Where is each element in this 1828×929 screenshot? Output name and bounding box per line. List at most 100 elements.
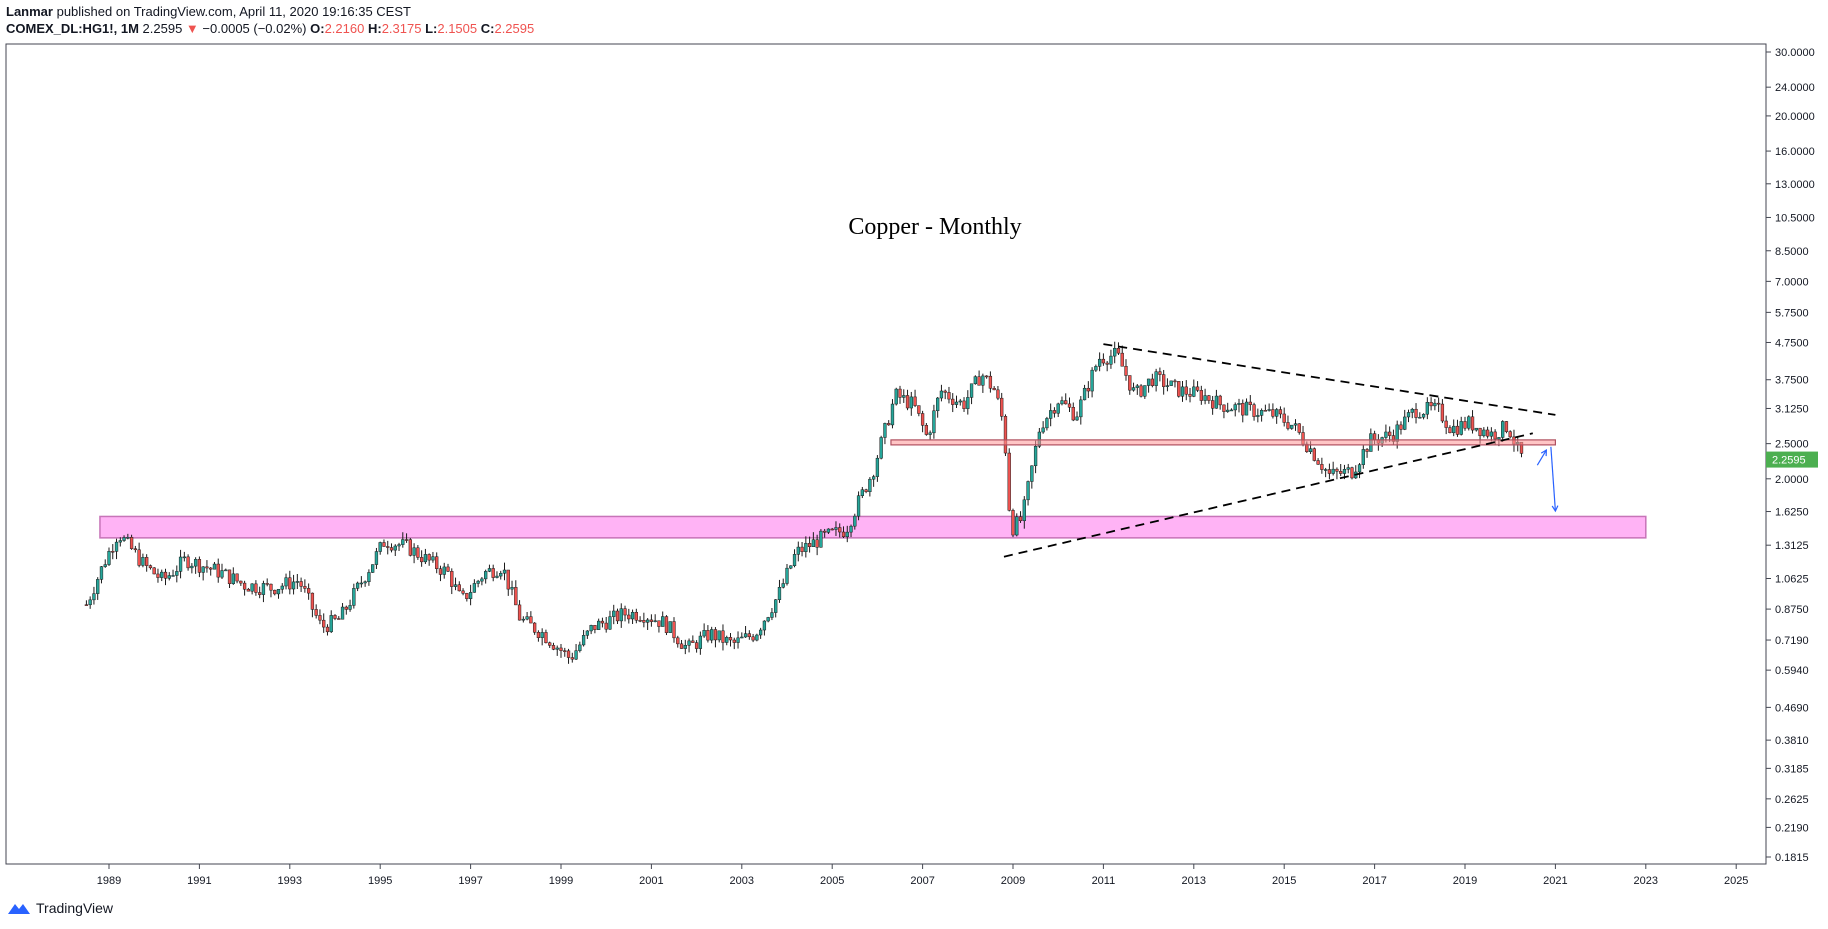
- candle-body: [386, 546, 390, 548]
- x-tick-label: 2001: [639, 875, 663, 887]
- candle-body: [936, 397, 940, 412]
- x-tick-label: 2011: [1092, 875, 1116, 887]
- candle-body: [340, 606, 345, 620]
- candle-body: [1026, 481, 1030, 501]
- x-tick-label: 2005: [820, 875, 844, 887]
- candle-body: [898, 388, 902, 398]
- candle-body: [612, 610, 616, 617]
- candle-body: [932, 410, 936, 434]
- candle-body: [1395, 424, 1399, 442]
- candle-body: [1320, 464, 1324, 470]
- candle-body: [1467, 416, 1471, 429]
- candle-body: [811, 539, 816, 547]
- candle-body: [1192, 386, 1196, 397]
- candle-body: [122, 537, 126, 541]
- footer-brand[interactable]: TradingView: [6, 900, 113, 916]
- projection-arrow[interactable]: [1536, 449, 1547, 466]
- candle-body: [789, 565, 793, 569]
- candle-body: [1229, 409, 1234, 412]
- candle-body: [242, 582, 247, 590]
- candle-body: [939, 390, 944, 399]
- candle-body: [1060, 400, 1064, 405]
- candle-body: [1165, 385, 1170, 387]
- resistance-zone[interactable]: [890, 439, 1557, 446]
- candle-body: [555, 647, 559, 650]
- candle-body: [1037, 431, 1042, 447]
- candle-body: [404, 539, 409, 541]
- x-tick-label: 1997: [458, 875, 482, 887]
- trendline[interactable]: [1103, 343, 1556, 416]
- candle-body: [1323, 469, 1328, 471]
- candle-body: [1056, 403, 1060, 414]
- candle-body: [1079, 399, 1083, 418]
- y-tick-label: 0.8750: [1775, 604, 1809, 616]
- candle-body: [642, 620, 646, 623]
- projection-arrow[interactable]: [1550, 446, 1556, 512]
- candle-body: [1452, 425, 1456, 434]
- y-tick-label: 0.7190: [1775, 635, 1809, 647]
- candle-body: [536, 632, 541, 638]
- candle-body: [676, 637, 680, 645]
- y-tick-label: 16.0000: [1775, 146, 1815, 158]
- candle-body: [781, 583, 785, 588]
- y-tick-label: 0.5940: [1775, 665, 1809, 677]
- candle-body: [830, 528, 834, 531]
- candle-body: [585, 630, 590, 636]
- candle-body: [683, 645, 687, 649]
- candle-body: [924, 425, 929, 435]
- candle-body: [1470, 416, 1475, 431]
- candle-body: [1361, 449, 1365, 465]
- candle-body: [597, 620, 601, 630]
- candle-body: [815, 539, 819, 548]
- y-tick-label: 8.5000: [1775, 246, 1809, 258]
- candle-body: [201, 566, 205, 573]
- candle-body: [958, 400, 962, 403]
- y-tick-label: 5.7500: [1775, 307, 1809, 319]
- candle-body: [209, 567, 213, 570]
- candle-body: [246, 588, 251, 592]
- support-zone[interactable]: [99, 515, 1647, 539]
- change-down-icon: ▼: [185, 21, 199, 36]
- candle-body: [755, 634, 759, 641]
- candle-body: [774, 599, 778, 613]
- x-tick-label: 2007: [910, 875, 934, 887]
- candle-body: [593, 625, 597, 630]
- candle-body: [499, 572, 503, 577]
- candle-body: [770, 612, 774, 618]
- candle-body: [834, 527, 838, 530]
- last-price-tag-label: 2.2595: [1772, 455, 1806, 467]
- candle-body: [1120, 352, 1124, 367]
- candle-body: [1052, 410, 1057, 414]
- candle-body: [1128, 375, 1132, 391]
- candle-body: [1135, 385, 1139, 388]
- y-tick-label: 3.1250: [1775, 403, 1809, 415]
- candle-body: [258, 592, 262, 595]
- trendline[interactable]: [1003, 432, 1534, 558]
- plot-area[interactable]: [5, 43, 1767, 865]
- candle-body: [1448, 427, 1452, 434]
- candle-body: [137, 549, 141, 566]
- chart-title: Copper - Monthly: [848, 214, 1021, 240]
- candle-body: [371, 564, 375, 573]
- candle-body: [461, 590, 465, 594]
- candle-body: [1094, 366, 1098, 371]
- candle-body: [325, 626, 330, 633]
- candle-body: [1195, 386, 1200, 391]
- candle-body: [721, 630, 725, 643]
- y-tick-label: 2.5000: [1775, 439, 1809, 451]
- candle-body: [969, 383, 974, 398]
- author-name[interactable]: Lanmar: [6, 4, 53, 19]
- candle-body: [823, 530, 827, 533]
- candle-body: [389, 547, 394, 551]
- candle-body: [1493, 431, 1497, 440]
- candle-body: [423, 554, 428, 563]
- arrow-head: [1540, 448, 1548, 457]
- candle-body: [1350, 467, 1354, 479]
- candle-body: [905, 395, 910, 409]
- candle-body: [570, 657, 574, 660]
- candle-body: [664, 616, 669, 633]
- x-tick-label: 1989: [97, 875, 121, 887]
- candle-body: [1064, 400, 1068, 405]
- candle-body: [1210, 400, 1215, 409]
